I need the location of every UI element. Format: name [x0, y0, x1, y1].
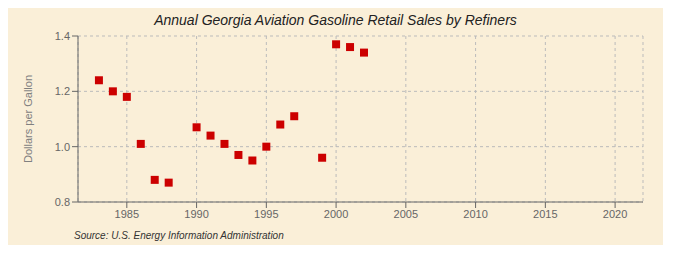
svg-text:1995: 1995 — [254, 208, 278, 220]
svg-text:2015: 2015 — [533, 208, 557, 220]
svg-text:1.4: 1.4 — [55, 30, 70, 42]
svg-text:2010: 2010 — [463, 208, 487, 220]
svg-text:2005: 2005 — [394, 208, 418, 220]
svg-text:1990: 1990 — [184, 208, 208, 220]
svg-text:1.0: 1.0 — [55, 141, 70, 153]
svg-text:1.2: 1.2 — [55, 85, 70, 97]
svg-text:0.8: 0.8 — [55, 196, 70, 208]
svg-text:2000: 2000 — [324, 208, 348, 220]
svg-text:2020: 2020 — [603, 208, 627, 220]
html-text:Source: U.S. Energy Informatio: Source: U.S. Energy Information Administ… — [74, 230, 284, 241]
svg-text:1985: 1985 — [115, 208, 139, 220]
svg-text:Dollars per Gallon: Dollars per Gallon — [22, 75, 34, 163]
html-text:Annual Georgia Aviation Gasoli: Annual Georgia Aviation Gasoline Retail … — [154, 12, 517, 28]
